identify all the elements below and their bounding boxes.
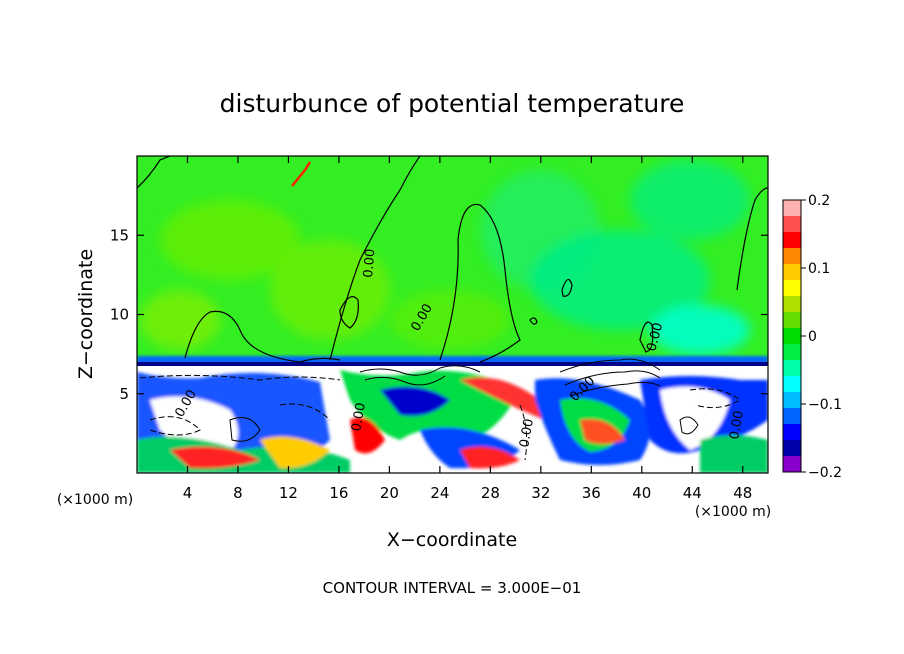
x-tick-label: 36 bbox=[582, 484, 601, 502]
x-axis-label: X−coordinate bbox=[387, 529, 517, 551]
x-unit-left: (×1000 m) bbox=[57, 492, 133, 508]
colorbar-swatch bbox=[783, 328, 801, 345]
y-axis: 5 10 15 bbox=[110, 226, 768, 403]
colorbar-swatch bbox=[783, 296, 801, 313]
x-tick-label: 8 bbox=[233, 484, 243, 502]
contour-label: 0.00 bbox=[727, 410, 747, 441]
colorbar-tick-label: 0.2 bbox=[808, 193, 830, 209]
chart-title: disturbunce of potential temperature bbox=[220, 89, 685, 118]
colorbar-swatch bbox=[783, 232, 801, 249]
colorbar-swatch bbox=[783, 312, 801, 329]
x-tick-label: 48 bbox=[733, 484, 752, 502]
colorbar-swatch bbox=[783, 440, 801, 457]
colorbar-swatch bbox=[783, 376, 801, 393]
colorbar-swatch bbox=[783, 456, 801, 473]
x-unit-right: (×1000 m) bbox=[695, 504, 771, 520]
x-tick-label: 20 bbox=[380, 484, 399, 502]
y-tick-label: 15 bbox=[110, 226, 129, 244]
colorbar-swatch bbox=[783, 408, 801, 425]
y-tick-label: 5 bbox=[119, 385, 129, 403]
heatmap-field bbox=[137, 156, 768, 473]
colorbar: 0.2 0.1 0 −0.1 −0.2 bbox=[782, 193, 842, 481]
x-tick-label: 32 bbox=[531, 484, 550, 502]
contour-label: 0.00 bbox=[644, 321, 666, 353]
colorbar-swatch bbox=[783, 392, 801, 409]
colorbar-swatch bbox=[783, 264, 801, 281]
contour-label: 0.00 bbox=[517, 418, 537, 449]
x-tick-label: 28 bbox=[481, 484, 500, 502]
x-tick-label: 4 bbox=[183, 484, 193, 502]
x-tick-label: 44 bbox=[683, 484, 702, 502]
colorbar-swatch bbox=[783, 344, 801, 361]
y-axis-label: Z−coordinate bbox=[75, 249, 97, 379]
colorbar-tick-label: −0.2 bbox=[808, 465, 842, 481]
colorbar-tick-label: 0 bbox=[808, 329, 817, 345]
x-tick-label: 40 bbox=[632, 484, 651, 502]
colorbar-tick-label: −0.1 bbox=[808, 397, 842, 413]
colorbar-tick-label: 0.1 bbox=[808, 261, 830, 277]
contour-label: 0.00 bbox=[361, 248, 378, 278]
colorbar-swatch bbox=[783, 280, 801, 297]
colorbar-swatch bbox=[783, 216, 801, 233]
x-tick-label: 16 bbox=[329, 484, 348, 502]
colorbar-swatch bbox=[783, 360, 801, 377]
colorbar-swatch bbox=[783, 248, 801, 265]
colorbar-swatch bbox=[783, 200, 801, 217]
contour-label: 0.00 bbox=[349, 402, 369, 433]
contour-interval: CONTOUR INTERVAL = 3.000E−01 bbox=[323, 579, 582, 597]
x-tick-label: 24 bbox=[430, 484, 449, 502]
x-tick-label: 12 bbox=[279, 484, 298, 502]
x-axis: 4 8 12 16 20 24 28 32 36 40 44 48 bbox=[183, 156, 752, 502]
colorbar-swatch bbox=[783, 424, 801, 441]
y-tick-label: 10 bbox=[110, 306, 129, 324]
